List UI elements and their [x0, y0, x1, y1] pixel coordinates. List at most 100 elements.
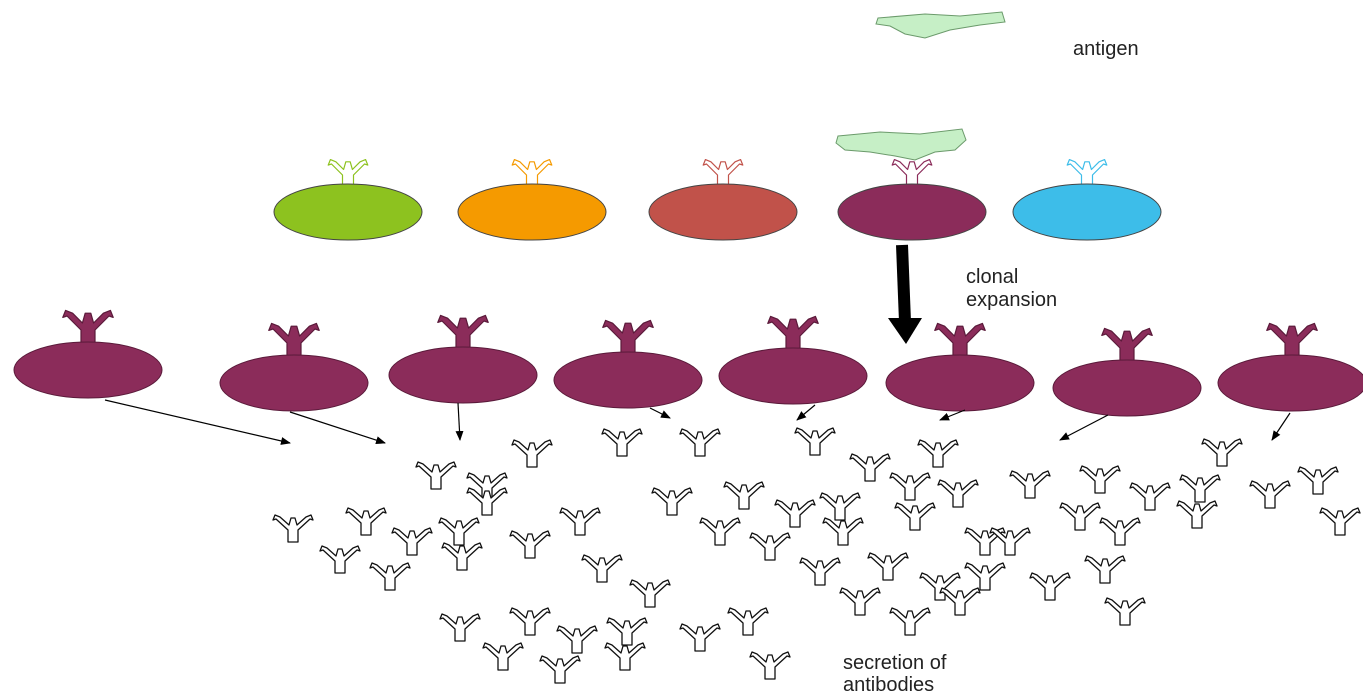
- secretion-arrow: [455, 402, 464, 441]
- antibody: [1059, 502, 1101, 531]
- plasma-cell: [1217, 354, 1363, 412]
- antibodies-label: antibodies: [843, 674, 934, 696]
- antibody: [601, 428, 643, 457]
- antibody: [889, 472, 931, 501]
- antibody: [482, 642, 524, 671]
- b-cell: [457, 183, 607, 241]
- expansion-arrow: [896, 244, 911, 323]
- antibody: [774, 499, 816, 528]
- antibodies: [272, 427, 1361, 684]
- receptor: [702, 159, 744, 187]
- receptor: [934, 322, 986, 358]
- antibody: [1201, 438, 1243, 467]
- antibody: [1129, 482, 1171, 511]
- antibody: [727, 607, 769, 636]
- receptor: [268, 322, 320, 358]
- antibody: [1029, 572, 1071, 601]
- antibody: [1249, 480, 1291, 509]
- antibody: [849, 453, 891, 482]
- antibody: [799, 557, 841, 586]
- antibody: [441, 542, 483, 571]
- antibody: [917, 439, 959, 468]
- plasma-cell: [718, 347, 868, 405]
- b-cell: [1012, 183, 1162, 241]
- antibody: [749, 651, 791, 680]
- antibody: [1176, 500, 1218, 529]
- secretion-arrows: [104, 399, 1291, 445]
- antibody: [606, 617, 648, 646]
- antibody: [556, 625, 598, 654]
- receptor: [511, 159, 553, 187]
- secretion-label: secretion of: [843, 652, 947, 674]
- antibody: [509, 607, 551, 636]
- antibody: [889, 607, 931, 636]
- antibody: [511, 439, 553, 468]
- antibody: [794, 427, 836, 456]
- plasma-cell: [553, 351, 703, 409]
- antibody: [894, 502, 936, 531]
- antibody: [723, 481, 765, 510]
- plasma-cell: [13, 341, 163, 399]
- receptor: [1266, 322, 1318, 358]
- antibody: [839, 587, 881, 616]
- antibody: [699, 517, 741, 546]
- receptor: [767, 315, 819, 351]
- clonal-label: clonal: [966, 266, 1018, 288]
- receptor: [602, 319, 654, 355]
- secretion-arrow: [289, 411, 386, 445]
- plasma-cell: [219, 354, 369, 412]
- receptor: [891, 159, 933, 187]
- secretion-arrow: [1059, 414, 1109, 441]
- secretion-arrow: [104, 399, 291, 445]
- antibody: [819, 492, 861, 521]
- antibody: [867, 552, 909, 581]
- top-row-cells: [273, 159, 1162, 241]
- b-cell: [273, 183, 423, 241]
- antibody: [651, 487, 693, 516]
- receptor: [327, 159, 369, 187]
- secretion-arrow: [1271, 412, 1291, 441]
- plasma-cell: [388, 346, 538, 404]
- antibody: [629, 579, 671, 608]
- antibody: [749, 532, 791, 561]
- secretion-arrow: [649, 407, 671, 419]
- antibody: [509, 530, 551, 559]
- antibody: [345, 507, 387, 536]
- antibody: [1009, 470, 1051, 499]
- b-cell: [837, 183, 987, 241]
- receptor: [1066, 159, 1108, 187]
- antibody: [1084, 555, 1126, 584]
- receptor: [1101, 327, 1153, 363]
- antibody: [581, 554, 623, 583]
- antibody: [939, 587, 981, 616]
- antibody: [415, 461, 457, 490]
- secretion-arrow: [796, 404, 816, 421]
- antibody: [1104, 597, 1146, 626]
- antibody: [822, 517, 864, 546]
- antibody: [272, 514, 314, 543]
- plasma-cell: [1052, 359, 1202, 417]
- receptor: [62, 309, 114, 345]
- antibody: [1297, 466, 1339, 495]
- antibody: [391, 527, 433, 556]
- secretion-arrow: [939, 409, 966, 421]
- antibody: [989, 527, 1031, 556]
- bound-antigen: [835, 128, 967, 161]
- antibody: [679, 623, 721, 652]
- antibody: [439, 613, 481, 642]
- expansion-label: expansion: [966, 289, 1057, 311]
- expansion-arrow-head: [888, 318, 922, 344]
- antibody: [319, 545, 361, 574]
- antibody: [679, 428, 721, 457]
- plasma-cell: [885, 354, 1035, 412]
- antibody: [539, 655, 581, 684]
- antigen-shape: [875, 11, 1006, 39]
- antibody: [937, 479, 979, 508]
- receptor: [437, 314, 489, 350]
- antibody: [1079, 465, 1121, 494]
- antigen-label: antigen: [1073, 38, 1139, 60]
- antibody: [964, 562, 1006, 591]
- bottom-row-cells: [13, 309, 1363, 417]
- antibody: [369, 562, 411, 591]
- antibody: [559, 507, 601, 536]
